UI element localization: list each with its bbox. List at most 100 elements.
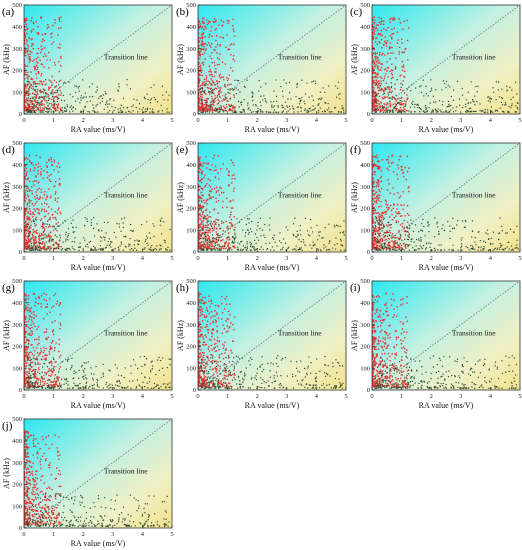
point-shear (382, 52, 384, 55)
x-tick-label: 1 (226, 117, 229, 124)
point-tensile (40, 249, 42, 251)
point-tensile (321, 97, 323, 99)
point-shear (43, 242, 46, 245)
point-shear (57, 27, 60, 30)
point-tensile (143, 96, 146, 98)
point-shear (26, 215, 28, 218)
point-tensile (240, 248, 242, 251)
point-shear (211, 106, 213, 108)
point-tensile (124, 236, 127, 238)
point-tensile (402, 248, 404, 250)
point-tensile (169, 228, 171, 231)
point-shear (24, 217, 26, 220)
point-tensile (50, 240, 53, 242)
point-shear (35, 180, 38, 182)
point-shear (24, 242, 26, 244)
point-shear (380, 237, 383, 240)
point-shear (392, 32, 395, 35)
point-tensile (212, 89, 214, 91)
point-tensile (129, 249, 131, 251)
point-shear (37, 212, 39, 214)
point-shear (372, 190, 374, 193)
point-shear (376, 108, 378, 110)
point-shear (216, 43, 219, 46)
point-shear (200, 171, 203, 173)
point-shear (49, 225, 51, 227)
point-shear (401, 166, 403, 168)
point-shear (40, 91, 42, 94)
point-shear (198, 27, 199, 29)
point-shear (24, 109, 25, 111)
point-tensile (514, 247, 516, 249)
point-tensile (46, 102, 48, 104)
point-tensile (495, 109, 497, 111)
point-tensile (300, 110, 302, 112)
point-shear (396, 203, 399, 206)
point-tensile (508, 248, 510, 250)
point-tensile (233, 242, 235, 244)
point-shear (217, 212, 219, 214)
point-tensile (389, 105, 391, 107)
point-shear (228, 170, 230, 172)
point-shear (202, 228, 204, 230)
point-shear (199, 79, 201, 81)
point-tensile (63, 100, 66, 102)
point-shear (31, 92, 34, 94)
point-tensile (217, 234, 219, 236)
point-tensile (48, 108, 50, 110)
point-shear (36, 52, 38, 55)
point-tensile (404, 105, 406, 108)
point-tensile (486, 111, 489, 113)
point-shear (50, 195, 52, 197)
point-tensile (452, 89, 455, 91)
point-shear (372, 60, 375, 62)
point-shear (401, 66, 403, 68)
point-shear (375, 37, 378, 39)
point-shear (375, 164, 377, 166)
point-shear (225, 93, 227, 95)
point-shear (378, 100, 380, 102)
point-tensile (391, 109, 394, 111)
point-shear (24, 226, 26, 228)
point-tensile (209, 246, 211, 248)
point-shear (382, 93, 385, 96)
point-tensile (374, 95, 377, 97)
point-shear (383, 106, 386, 109)
point-shear (29, 161, 31, 163)
point-shear (200, 44, 203, 46)
point-shear (203, 109, 205, 112)
point-shear (372, 186, 374, 188)
point-shear (382, 227, 384, 230)
point-shear (29, 210, 31, 212)
point-shear (379, 244, 381, 247)
point-shear (389, 216, 391, 218)
point-shear (379, 239, 381, 242)
point-shear (43, 66, 45, 68)
point-shear (24, 98, 26, 101)
point-tensile (93, 227, 95, 230)
point-tensile (440, 111, 442, 113)
point-tensile (343, 234, 345, 236)
point-shear (385, 200, 387, 203)
point-tensile (241, 111, 243, 113)
point-tensile (473, 248, 476, 251)
point-shear (30, 238, 33, 240)
point-shear (44, 33, 46, 35)
point-shear (199, 230, 201, 232)
point-shear (25, 74, 28, 76)
point-tensile (145, 239, 147, 241)
point-shear (198, 88, 201, 90)
point-tensile (53, 100, 56, 102)
point-shear (376, 244, 378, 246)
point-shear (403, 70, 406, 72)
point-shear (198, 242, 200, 245)
point-shear (394, 247, 397, 249)
point-tensile (118, 248, 120, 251)
point-tensile (91, 95, 94, 98)
point-shear (198, 160, 200, 163)
point-shear (231, 109, 234, 112)
point-tensile (500, 101, 502, 103)
point-tensile (48, 110, 50, 112)
point-tensile (35, 247, 37, 249)
point-shear (388, 183, 390, 185)
